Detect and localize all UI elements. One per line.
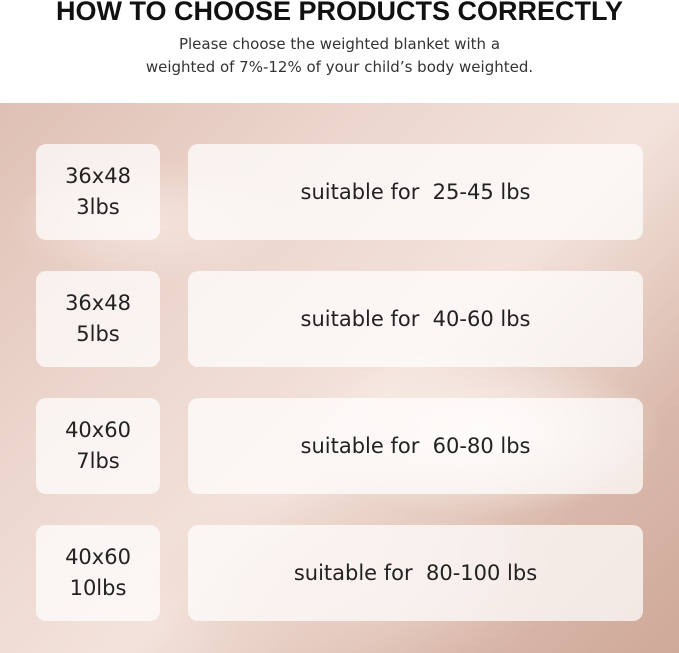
size-row: 40x60 10lbs suitable for 80-100 lbs [36, 525, 643, 621]
header: HOW TO CHOOSE PRODUCTS CORRECTLY Please … [0, 0, 679, 100]
size-box: 40x60 7lbs [36, 398, 160, 494]
suitable-box: suitable for 25-45 lbs [188, 144, 643, 240]
subtitle: Please choose the weighted blanket with … [0, 33, 679, 79]
subtitle-line: Please choose the weighted blanket with … [178, 35, 501, 53]
size-label: 40x60 [65, 545, 131, 569]
suitable-box: suitable for 60-80 lbs [188, 398, 643, 494]
size-box: 36x48 3lbs [36, 144, 160, 240]
subtitle-line: weighted of 7%-12% of your child’s body … [145, 58, 534, 76]
blanket-background-image: 36x48 3lbs suitable for 25-45 lbs 36x48 5lb… [0, 103, 679, 653]
weight-label: 10lbs [69, 576, 127, 600]
size-row: 36x48 3lbs suitable for 25-45 lbs [36, 144, 643, 240]
size-label: 40x60 [65, 418, 131, 442]
size-label: 36x48 [65, 291, 131, 315]
size-label: 36x48 [65, 164, 131, 188]
size-row: 36x48 5lbs suitable for 40-60 lbs [36, 271, 643, 367]
size-row: 40x60 7lbs suitable for 60-80 lbs [36, 398, 643, 494]
suitable-box: suitable for 40-60 lbs [188, 271, 643, 367]
suitable-box: suitable for 80-100 lbs [188, 525, 643, 621]
weight-label: 3lbs [76, 195, 120, 219]
page-title: HOW TO CHOOSE PRODUCTS CORRECTLY [55, 0, 624, 26]
size-box: 36x48 5lbs [36, 271, 160, 367]
weight-label: 7lbs [76, 449, 120, 473]
weight-label: 5lbs [76, 322, 120, 346]
size-box: 40x60 10lbs [36, 525, 160, 621]
